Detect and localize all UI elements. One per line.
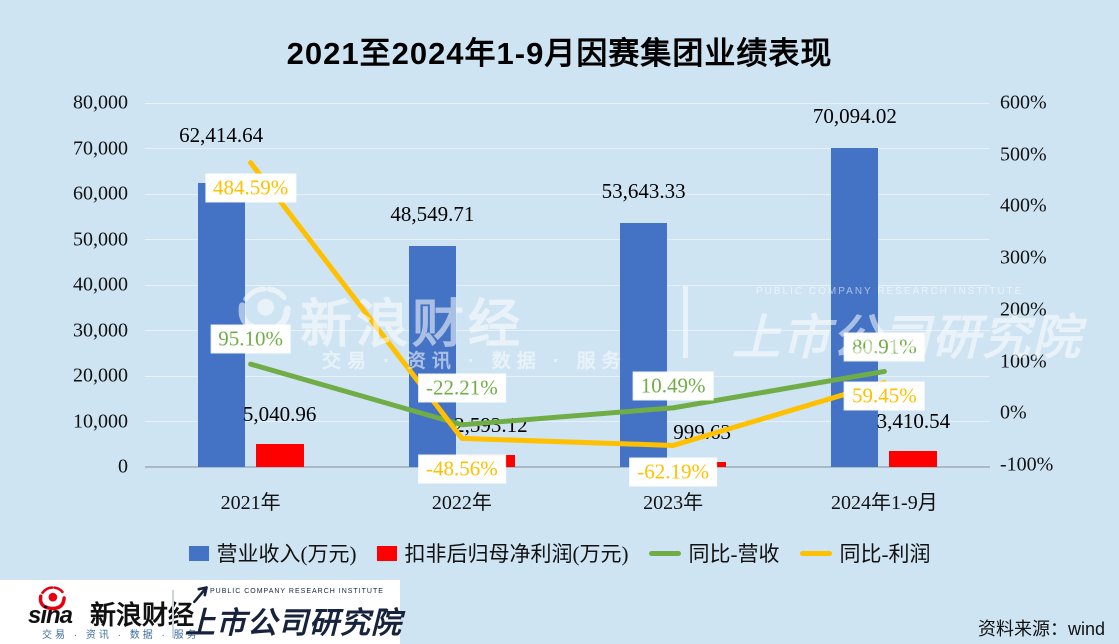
profit-yoy-label: 484.59% <box>206 174 296 202</box>
legend-label: 同比-利润 <box>839 542 931 566</box>
revenue-bar <box>197 183 245 467</box>
footer-logo-band <box>0 580 400 644</box>
revenue-yoy-label: 10.49% <box>633 372 713 400</box>
profit-value-label: 3,410.54 <box>876 409 951 434</box>
y-axis-tick-right: 100% <box>1000 350 1047 373</box>
legend-swatch <box>648 550 681 556</box>
revenue-bar <box>620 222 668 467</box>
arrow-up-icon <box>193 586 208 604</box>
footer-brand: 新浪财经 <box>90 600 195 630</box>
y-axis-tick-left: 30,000 <box>73 319 128 341</box>
x-axis-label: 2024年1-9月 <box>831 492 938 514</box>
watermark-divider <box>683 286 688 358</box>
y-axis-tick-left: 20,000 <box>73 364 128 387</box>
watermark-tagline: 交易 · 资讯 · 数据 · 服务 <box>322 351 627 372</box>
gridline <box>145 466 990 468</box>
legend-label: 营业收入(万元) <box>216 542 357 566</box>
legend-swatch <box>376 545 397 561</box>
revenue-value-label: 48,549.71 <box>390 202 475 227</box>
legend-item: 扣非后归母净利润(万元) <box>376 538 629 568</box>
legend-label: 扣非后归母净利润(万元) <box>404 542 629 566</box>
x-axis-label: 2021年 <box>220 492 281 514</box>
y-axis-tick-right: 400% <box>1000 194 1047 217</box>
y-axis-tick-left: 60,000 <box>73 182 128 205</box>
y-axis-tick-left: 80,000 <box>73 91 128 114</box>
profit-yoy-label: 59.45% <box>845 382 924 410</box>
legend-swatch <box>799 550 832 556</box>
x-axis-label: 2023年 <box>643 492 704 514</box>
watermark: 新浪财经 交易 · 资讯 · 数据 · 服务 PUBLIC COMPANY RE… <box>0 272 1119 382</box>
revenue-value-label: 62,414.64 <box>179 123 264 147</box>
profit-yoy-label: -48.56% <box>419 455 505 483</box>
footer-divider <box>172 590 174 638</box>
y-axis-tick-left: 0 <box>118 455 128 478</box>
profit-value-label: 2,593.12 <box>454 413 528 438</box>
revenue-yoy-label: 95.10% <box>211 325 290 353</box>
legend-item: 营业收入(万元) <box>188 538 357 568</box>
revenue-value-label: 53,643.33 <box>601 178 686 203</box>
revenue-yoy-label: 80.91% <box>845 333 924 361</box>
profit-yoy-line <box>248 160 887 448</box>
y-axis-tick-right: -100% <box>1000 453 1054 476</box>
y-axis-tick-right: 300% <box>1000 246 1047 269</box>
institute-logo-en: PUBLIC COMPANY RESEARCH INSTITUTE <box>210 588 384 595</box>
y-axis-tick-right: 0% <box>1000 401 1027 424</box>
profit-yoy-label: -62.19% <box>630 458 716 486</box>
footer-tagline: 交易 · 资讯 · 数据 · 服务 <box>42 630 200 641</box>
y-axis-tick-right: 500% <box>1000 143 1047 166</box>
legend-item: 同比-利润 <box>799 538 931 568</box>
gridline <box>145 148 990 149</box>
institute-logo: 上市公司研究院 <box>185 607 402 640</box>
profit-bar <box>889 451 938 467</box>
gridline <box>145 102 990 104</box>
x-axis-label: 2022年 <box>431 492 492 514</box>
profit-value-label: 5,040.96 <box>242 402 317 427</box>
profit-bar <box>255 444 304 467</box>
revenue-yoy-label: -22.21% <box>419 374 505 402</box>
data-source: 资料来源：wind <box>977 619 1105 639</box>
watermark-institute-en: PUBLIC COMPANY RESEARCH INSTITUTE <box>756 286 1024 297</box>
y-axis-tick-right: 200% <box>1000 298 1047 321</box>
y-axis-tick-left: 50,000 <box>73 228 128 250</box>
legend-label: 同比-营收 <box>688 542 780 566</box>
profit-value-label: 999.63 <box>673 420 731 445</box>
chart-title: 2021至2024年1-9月因赛集团业绩表现 <box>286 36 833 71</box>
revenue-yoy-line <box>248 361 887 428</box>
sina-eye-icon <box>38 586 66 611</box>
y-axis-tick-left: 10,000 <box>73 410 128 432</box>
legend-item: 同比-营收 <box>648 538 780 568</box>
revenue-bar <box>831 148 879 467</box>
legend-swatch <box>188 545 209 561</box>
y-axis-tick-left: 70,000 <box>73 137 128 159</box>
sina-logo-text: sina <box>28 602 73 629</box>
chart-legend: 营业收入(万元) 扣非后归母净利润(万元) 同比-营收 同比-利润 <box>0 538 1119 568</box>
y-axis-tick-right: 600% <box>1000 91 1047 114</box>
revenue-value-label: 70,094.02 <box>812 104 897 129</box>
y-axis-tick-left: 40,000 <box>73 273 128 296</box>
revenue-bar <box>408 246 456 467</box>
